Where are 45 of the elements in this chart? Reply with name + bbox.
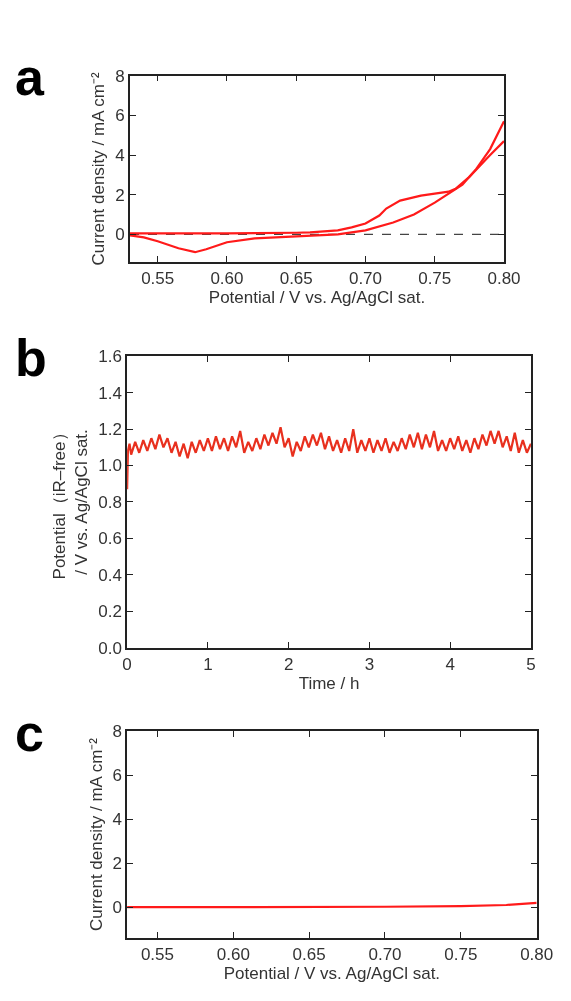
chart-title: a <box>15 48 45 106</box>
x-tick-label: 0.70 <box>368 945 402 965</box>
x-tick-label: 0.80 <box>487 269 521 289</box>
x-axis-title: Time / h <box>298 673 360 693</box>
x-tick-label: 0.60 <box>216 945 250 965</box>
y-tick-label: 0.8 <box>98 492 122 512</box>
y-tick-label: 8 <box>115 66 125 86</box>
x-tick-label: 5 <box>526 654 536 674</box>
y-tick-label: 1.6 <box>98 347 122 367</box>
y-tick-label: 0 <box>115 225 125 245</box>
x-tick-label: 0.55 <box>141 269 175 289</box>
x-tick-label: 3 <box>364 654 375 674</box>
y-tick-label: 4 <box>112 810 122 830</box>
y-tick-label: 6 <box>112 766 122 786</box>
y-tick-label: 1.2 <box>98 420 122 440</box>
y-tick-label: 0.0 <box>98 638 122 658</box>
x-tick-label: 1 <box>203 654 213 674</box>
x-tick-label: 0.70 <box>348 269 383 289</box>
x-tick-label: 0.60 <box>210 269 244 289</box>
y-tick-label: 8 <box>112 721 122 741</box>
x-axis-title: Potential / V vs. Ag/AgCl sat. <box>223 964 441 984</box>
x-tick-label: 0.75 <box>444 945 478 965</box>
x-tick-label: 0.55 <box>140 945 174 965</box>
y-tick-label: 0.2 <box>98 602 122 622</box>
y-tick-label: 1.4 <box>98 383 122 403</box>
x-tick-label: 0.65 <box>279 269 313 289</box>
y-axis-title: Potential（iR–free） / V vs. Ag/AgCl sat. <box>50 424 92 580</box>
y-tick-label: 0.4 <box>98 565 122 585</box>
y-tick-label: 0 <box>112 898 122 918</box>
y-tick-label: 6 <box>115 106 125 126</box>
y-tick-label: 2 <box>115 185 125 205</box>
x-tick-label: 4 <box>445 654 455 674</box>
x-tick-label: 0.75 <box>418 269 452 289</box>
x-tick-label: 2 <box>283 654 294 674</box>
y-tick-label: 1.0 <box>98 456 122 476</box>
x-tick-label: 0.80 <box>520 945 554 965</box>
y-axis-title: Current density / mA cm⁻² <box>86 737 106 932</box>
y-axis-title: Current density / mA cm⁻² <box>89 72 109 266</box>
y-tick-label: 4 <box>115 145 125 165</box>
x-tick-label: 0.65 <box>292 945 326 965</box>
x-axis-title: Potential / V vs. Ag/AgCl sat. <box>208 288 426 308</box>
chart-title: b <box>15 329 47 387</box>
chart-title: c <box>15 704 44 762</box>
y-tick-label: 0.6 <box>98 529 122 549</box>
y-tick-label: 2 <box>112 854 122 874</box>
